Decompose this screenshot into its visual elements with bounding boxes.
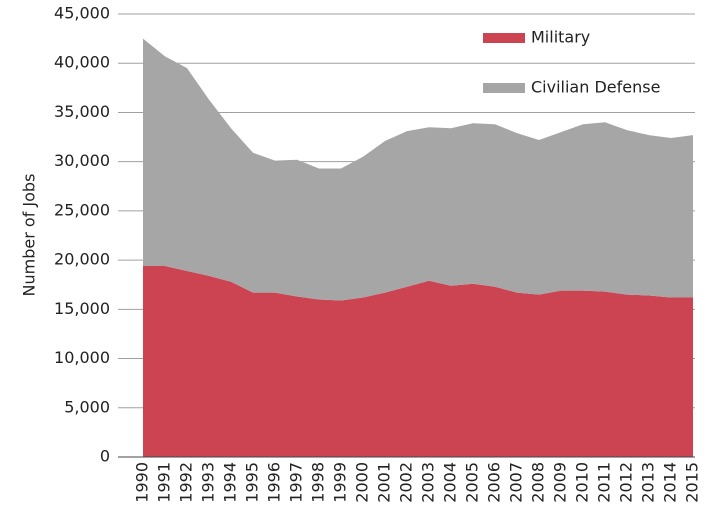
x-tick-label: 1998	[309, 462, 328, 503]
x-tick-label: 2009	[551, 462, 570, 503]
legend-label: Military	[531, 28, 590, 47]
x-tick-label: 1993	[199, 462, 218, 503]
x-tick-label: 2012	[617, 462, 636, 503]
x-tick-label: 2001	[375, 462, 394, 503]
legend-label: Civilian Defense	[531, 78, 660, 97]
y-tick-label: 40,000	[54, 53, 110, 72]
x-tick-label: 2015	[683, 462, 702, 503]
y-tick-label: 30,000	[54, 151, 110, 170]
x-tick-label: 1990	[133, 462, 152, 503]
x-tick-label: 1997	[287, 462, 306, 503]
legend-swatch	[483, 83, 525, 93]
x-tick-label: 1992	[177, 462, 196, 503]
x-tick-label: 2003	[419, 462, 438, 503]
x-tick-label: 1995	[243, 462, 262, 503]
x-tick-label: 1996	[265, 462, 284, 503]
area	[143, 266, 693, 457]
x-tick-label: 1991	[155, 462, 174, 503]
x-tick-label: 2004	[441, 462, 460, 503]
y-tick-label: 10,000	[54, 348, 110, 367]
y-tick-label: 15,000	[54, 299, 110, 318]
y-tick-label: 5,000	[64, 397, 110, 416]
x-tick-label: 2006	[485, 462, 504, 503]
x-tick-label: 1994	[221, 462, 240, 503]
legend-swatch	[483, 33, 525, 43]
x-tick-label: 2011	[595, 462, 614, 503]
x-tick-label: 2005	[463, 462, 482, 503]
x-tick-label: 2010	[573, 462, 592, 503]
x-tick-label: 2008	[529, 462, 548, 503]
x-tick-label: 2014	[661, 462, 680, 503]
y-tick-label: 0	[100, 447, 110, 466]
x-tick-label: 2007	[507, 462, 526, 503]
x-tick-label: 1999	[331, 462, 350, 503]
areas	[143, 38, 693, 457]
x-tick-label: 2013	[639, 462, 658, 503]
x-tick-label: 2002	[397, 462, 416, 503]
x-tick-label: 2000	[353, 462, 372, 503]
y-tick-label: 20,000	[54, 250, 110, 269]
y-tick-label: 45,000	[54, 4, 110, 23]
y-axis-title: Number of Jobs	[20, 174, 39, 297]
y-tick-label: 25,000	[54, 200, 110, 219]
area	[143, 38, 693, 301]
y-tick-label: 35,000	[54, 102, 110, 121]
